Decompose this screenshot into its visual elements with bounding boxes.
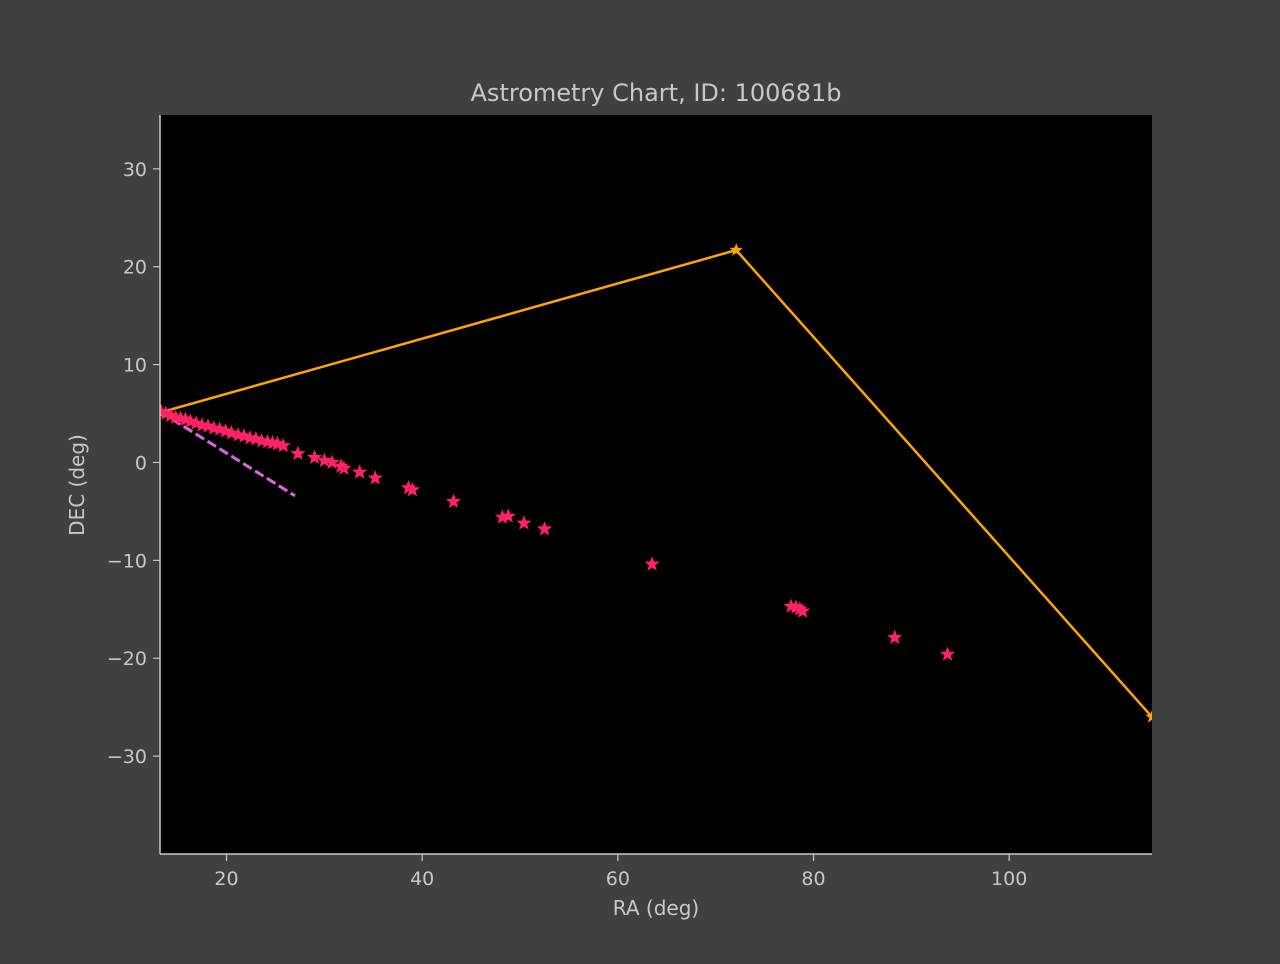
chart-title: Astrometry Chart, ID: 100681b bbox=[471, 79, 842, 107]
data-point-star bbox=[500, 508, 516, 523]
data-point-star bbox=[160, 405, 174, 421]
data-point-star bbox=[236, 428, 252, 443]
data-point-star bbox=[188, 415, 204, 430]
data-point-star bbox=[177, 411, 194, 426]
data-point-star bbox=[939, 646, 956, 661]
x-tick-label: 40 bbox=[410, 868, 434, 890]
x-tick-label: 20 bbox=[214, 868, 238, 890]
data-point-star bbox=[333, 458, 349, 473]
data-point-star bbox=[223, 425, 240, 440]
y-tick-label: 20 bbox=[123, 257, 147, 279]
data-point-star bbox=[200, 418, 216, 433]
x-axis-label: RA (deg) bbox=[613, 896, 699, 920]
series-dashed-line bbox=[160, 410, 296, 498]
data-point-star bbox=[367, 470, 383, 485]
data-point-star bbox=[212, 421, 228, 436]
x-tick-label: 80 bbox=[801, 868, 825, 890]
data-point-star bbox=[788, 599, 804, 614]
data-point-star bbox=[445, 493, 462, 509]
data-point-star bbox=[887, 629, 903, 645]
data-point-star bbox=[516, 515, 532, 530]
series-layer bbox=[160, 243, 1152, 723]
data-point-star bbox=[404, 481, 421, 497]
y-tick-label: 10 bbox=[123, 355, 147, 377]
series-stars bbox=[160, 403, 956, 661]
y-tick-label: −30 bbox=[107, 746, 147, 768]
data-point-star bbox=[163, 407, 179, 422]
x-tick-label: 100 bbox=[991, 868, 1027, 890]
data-point-star bbox=[729, 243, 743, 256]
data-point-star bbox=[217, 423, 234, 438]
data-point-star bbox=[316, 452, 332, 467]
x-ticks: 20 40 60 80 100 bbox=[214, 854, 1027, 890]
data-point-star bbox=[275, 437, 291, 453]
y-tick-label: 0 bbox=[135, 452, 147, 474]
data-point-star bbox=[306, 449, 323, 465]
y-axis-label: DEC (deg) bbox=[65, 434, 89, 536]
x-tick-label: 60 bbox=[606, 868, 630, 890]
data-point-star bbox=[494, 509, 511, 524]
data-point-star bbox=[792, 601, 808, 616]
plot-area bbox=[160, 115, 1152, 854]
data-point-star bbox=[644, 556, 660, 571]
data-point-star bbox=[269, 435, 285, 451]
data-point-star bbox=[351, 464, 368, 479]
data-point-star bbox=[1145, 709, 1152, 723]
data-point-star bbox=[324, 454, 340, 469]
series-line bbox=[160, 410, 296, 498]
y-tick-label: −10 bbox=[107, 550, 147, 572]
y-tick-label: −20 bbox=[107, 648, 147, 670]
data-point-star bbox=[400, 479, 417, 495]
data-point-star bbox=[248, 430, 264, 446]
data-point-star bbox=[536, 521, 553, 536]
data-point-star bbox=[336, 460, 352, 475]
data-point-star bbox=[290, 445, 306, 461]
y-tick-label: 30 bbox=[123, 159, 147, 181]
data-point-star bbox=[795, 603, 811, 618]
data-point-star bbox=[182, 413, 198, 428]
y-ticks: −30 −20 −10 0 10 20 30 bbox=[107, 159, 160, 768]
